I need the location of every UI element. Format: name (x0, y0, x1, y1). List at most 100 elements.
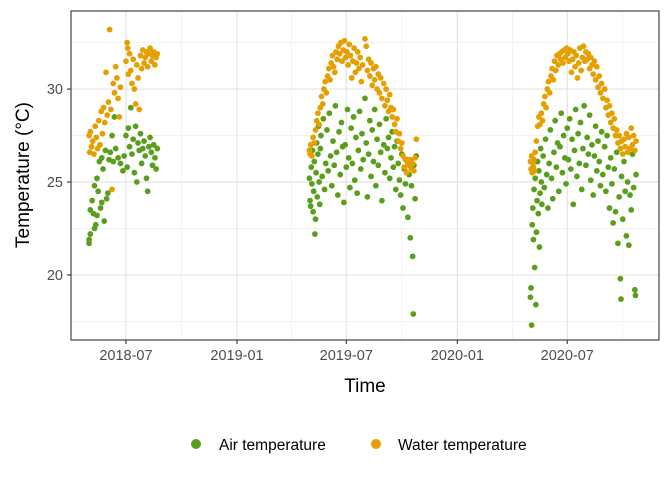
water-temperature-point (568, 69, 575, 76)
air-temperature-point (308, 180, 315, 187)
air-temperature-point (546, 160, 553, 167)
air-temperature-point (100, 166, 106, 172)
series-water (86, 26, 639, 193)
air-temperature-point (130, 136, 137, 143)
water-temperature-point (101, 119, 108, 126)
water-temperature-point (308, 153, 315, 159)
air-temperature-point (332, 102, 339, 109)
air-temperature-point (111, 114, 118, 120)
air-temperature-point (322, 160, 329, 167)
water-temperature-point (133, 62, 140, 68)
air-temperature-point (607, 154, 614, 161)
air-temperature-point (120, 167, 126, 174)
water-temperature-point (356, 65, 362, 72)
water-temperature-point (124, 45, 131, 52)
water-temperature-point (631, 147, 638, 154)
air-temperature-point (363, 140, 370, 146)
air-temperature-point (395, 160, 402, 167)
air-temperature-point (596, 158, 603, 165)
water-temperature-point (625, 134, 632, 141)
air-temperature-point (543, 171, 550, 178)
water-temperature-point (334, 56, 341, 63)
air-temperature-point (553, 164, 560, 171)
water-temperature-point (376, 89, 383, 96)
air-temperature-point (312, 216, 319, 223)
water-temperature-point (138, 65, 145, 72)
air-temperature-point (581, 102, 588, 109)
air-temperature-point (631, 286, 638, 293)
air-temperature-point (598, 128, 605, 135)
air-temperature-point (91, 182, 98, 189)
air-temperature-point (628, 206, 635, 213)
air-temperature-point (86, 236, 93, 243)
air-temperature-point (334, 192, 341, 198)
water-temperature-point (592, 76, 599, 83)
water-temperature-point (100, 104, 107, 111)
water-temperature-point (546, 89, 553, 96)
air-temperature-point (605, 164, 612, 171)
water-temperature-point (123, 58, 129, 65)
air-temperature-point (537, 190, 543, 197)
water-temperature-point (346, 41, 353, 48)
air-temperature-point (528, 285, 534, 291)
air-temperature-point (412, 195, 419, 202)
air-temperature-point (337, 171, 344, 178)
water-temperature-point (574, 75, 581, 81)
air-temperature-point (314, 193, 321, 200)
water-temperature-point (147, 45, 153, 52)
water-temperature-point (403, 169, 410, 176)
air-temperature-point (602, 188, 609, 195)
air-temperature-point (123, 132, 129, 139)
y-axis-title: Temperature (°C) (13, 102, 34, 248)
air-temperature-point (307, 197, 313, 204)
air-temperature-point (551, 149, 557, 156)
water-temperature-point (382, 102, 388, 109)
air-temperature-point (326, 110, 333, 117)
air-temperature-point (315, 151, 321, 158)
water-temperature-point (383, 86, 390, 92)
air-temperature-point (98, 199, 105, 206)
water-temperature-point (628, 125, 635, 131)
water-temperature-point (113, 75, 120, 81)
water-temperature-point (543, 104, 550, 111)
water-temperature-point (391, 121, 398, 128)
water-temperature-point (130, 56, 137, 63)
water-temperature-point (363, 43, 370, 50)
water-temperature-point (611, 115, 618, 122)
water-temperature-point (310, 134, 316, 141)
water-temperature-point (609, 110, 615, 117)
air-temperature-point (627, 192, 633, 198)
air-temperature-point (384, 145, 391, 152)
air-temperature-point (615, 240, 621, 247)
water-temperature-point (154, 50, 161, 57)
air-temperature-point (625, 242, 632, 249)
water-temperature-point (532, 149, 539, 156)
air-temperature-point (386, 175, 393, 182)
legend-key-water (371, 439, 381, 449)
water-temperature-point (126, 50, 133, 57)
air-temperature-point (379, 197, 385, 204)
water-temperature-point (598, 80, 605, 87)
air-temperature-point (143, 175, 150, 182)
water-temperature-point (325, 65, 332, 72)
legend-key-air (191, 439, 201, 449)
air-temperature-point (599, 171, 606, 178)
water-temperature-point (136, 106, 143, 113)
water-temperature-point (319, 101, 326, 107)
y-tick-label: 20 (47, 268, 63, 284)
air-temperature-point (347, 184, 353, 191)
air-temperature-point (365, 151, 372, 158)
air-temperature-point (368, 173, 374, 180)
air-temperature-point (611, 166, 618, 172)
air-temperature-point (135, 140, 141, 146)
air-temperature-point (537, 145, 544, 152)
water-temperature-point (572, 63, 578, 70)
air-temperature-point (124, 164, 131, 171)
water-temperature-point (573, 52, 580, 59)
water-temperature-point (322, 78, 329, 85)
air-temperature-point (137, 130, 144, 137)
water-temperature-point (312, 127, 319, 133)
air-temperature-point (374, 136, 380, 143)
water-temperature-point (352, 69, 359, 76)
